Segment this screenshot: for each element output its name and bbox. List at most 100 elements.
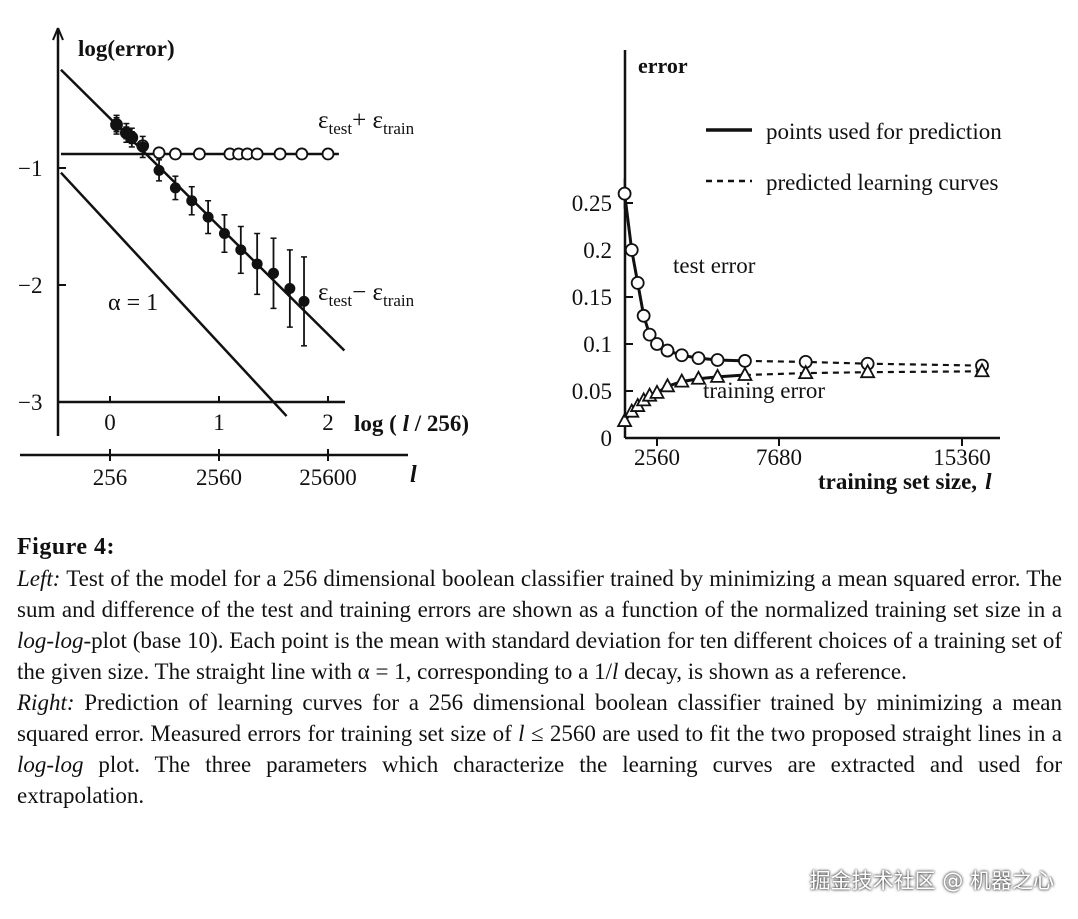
left-y-tick-label: −2: [18, 273, 42, 298]
caption-left-text-b: -plot (base 10). Each point is the mean …: [17, 628, 1062, 684]
right-point-train: [709, 368, 726, 383]
right-x-axis-symbol: l: [985, 469, 992, 494]
label-training-error: training error: [703, 378, 825, 403]
caption-left-loglog: log-log: [17, 628, 84, 653]
caption-right-heading: Right:: [17, 690, 75, 715]
right-x-tick-label: 7680: [756, 445, 802, 470]
caption-right-text-a: Prediction of learning curves for a 256 …: [17, 690, 1063, 746]
label-sum: εtest+ εtrain: [318, 107, 415, 138]
right-point-train: [797, 364, 814, 380]
left-point-sum: [250, 147, 264, 161]
right-point-train: [616, 412, 633, 427]
left-fit-line: [60, 68, 346, 352]
right-point-train: [690, 369, 707, 385]
left-point-sum: [192, 147, 206, 161]
right-point-train: [974, 362, 991, 378]
right-y-tick-label: 0.05: [572, 379, 612, 404]
caption-right-l: l: [518, 721, 525, 746]
left-x-tick-label: 0: [104, 410, 116, 435]
left-x2-tick-label: 25600: [299, 465, 357, 490]
left-point-sum: [152, 146, 166, 160]
left-point-diff: [126, 132, 138, 144]
caption-left-l: l: [612, 659, 619, 684]
right-point-train: [659, 377, 676, 393]
right-x-axis-title-text: training set size,: [818, 469, 977, 494]
left-x2-ticks: 256 2560 25600: [93, 449, 357, 490]
figure-caption: Figure 4: Left: Test of the model for a …: [17, 532, 1062, 811]
right-point-train: [736, 366, 753, 381]
right-point-test: [650, 337, 664, 351]
left-point-diff: [169, 182, 181, 194]
right-point-test: [660, 343, 675, 358]
caption-right-paragraph: Right: Prediction of learning curves for…: [17, 687, 1062, 811]
right-dashed-curve: [744, 370, 983, 377]
left-point-diff: [251, 258, 263, 270]
left-data-points: [110, 114, 335, 347]
right-point-test: [617, 186, 632, 201]
right-point-test: [624, 243, 639, 257]
left-fit-lines: [60, 68, 346, 417]
caption-left-paragraph: Left: Test of the model for a 256 dimens…: [17, 563, 1062, 687]
right-y-tick-label: 0.2: [583, 238, 612, 263]
figure-canvas: log(error) −1 −2 −3 0 1 2 256 2560 25600 log (…: [18, 27, 1002, 494]
right-x-tick-label: 2560: [634, 445, 680, 470]
right-point-test: [710, 353, 725, 367]
right-plot: error 0.250.20.150.10.050 2560 7680 15360 …: [572, 50, 1002, 494]
left-x-axis-title: log ( l / 256): [354, 411, 469, 436]
right-x-ticks: 2560 7680 15360: [634, 438, 991, 470]
caption-left-text-c: decay, is shown as a reference.: [624, 659, 907, 684]
right-point-test: [691, 351, 706, 366]
left-y-ticks: −1 −2 −3: [18, 156, 66, 415]
caption-left-text-a: Test of the model for a 256 dimensional …: [17, 566, 1062, 622]
left-x2-tick-label: 256: [93, 465, 128, 490]
left-y-tick-label: −1: [18, 156, 42, 181]
left-point-sum: [295, 147, 309, 161]
watermark: 掘金技术社区 @ 机器之心: [809, 869, 1054, 893]
left-y-axis-arrow: [52, 27, 59, 41]
left-point-sum: [321, 147, 335, 161]
right-point-test: [630, 275, 645, 290]
left-x2-tick-label: 2560: [196, 465, 242, 490]
caption-title: Figure 4:: [17, 534, 116, 560]
right-point-train: [859, 363, 876, 379]
left-x-tick-label: 2: [322, 410, 334, 435]
right-point-test: [738, 354, 752, 368]
legend-dashed-label: predicted learning curves: [766, 170, 998, 195]
right-dashed-curve: [744, 359, 983, 367]
label-alpha: α = 1: [108, 290, 158, 316]
left-plot: log(error) −1 −2 −3 0 1 2 256 2560 25600 log (…: [18, 27, 469, 490]
left-point-sum: [273, 147, 287, 161]
right-y-ticks: 0.25 0.2 0.15 0.1 0.05 0: [572, 191, 633, 451]
right-y-tick-label: 0.1: [583, 332, 612, 357]
left-point-diff: [235, 244, 247, 256]
figure-area: log(error) −1 −2 −3 0 1 2 256 2560 25600 log (…: [18, 27, 1002, 494]
right-x-axis-title: training set size, l: [818, 469, 992, 494]
caption-right-text-b: ≤ 2560 are used to fit the two proposed …: [530, 721, 1063, 746]
right-y-tick-label: 0.25: [572, 191, 612, 216]
left-point-diff: [202, 211, 214, 223]
right-point-test: [674, 348, 689, 363]
left-point-diff: [218, 228, 230, 240]
left-x-tick-label: 1: [213, 410, 225, 435]
left-y-tick-label: −3: [18, 390, 42, 415]
left-point-diff: [186, 195, 198, 207]
left-point-diff: [137, 141, 149, 153]
left-point-sum: [168, 147, 182, 161]
right-point-test: [642, 327, 657, 342]
caption-left-heading: Left:: [17, 566, 61, 591]
left-point-diff: [298, 295, 310, 307]
left-point-diff: [284, 283, 296, 295]
right-x-tick-label: 15360: [933, 445, 991, 470]
left-point-diff: [153, 164, 165, 176]
right-point-train: [673, 372, 690, 388]
right-y-axis-title: error: [638, 53, 688, 78]
right-y-tick-label: 0.15: [572, 285, 612, 310]
left-y-axis-title: log(error): [78, 36, 175, 61]
label-diff: εtest− εtrain: [318, 279, 415, 310]
legend-solid-label: points used for prediction: [766, 119, 1002, 144]
caption-right-loglog: log-log: [17, 752, 84, 777]
left-point-diff: [268, 267, 279, 279]
left-y-axis-arrow: [57, 27, 64, 41]
left-x2-axis-title: l: [410, 462, 417, 488]
right-legend: points used for prediction predicted lea…: [706, 119, 1002, 195]
